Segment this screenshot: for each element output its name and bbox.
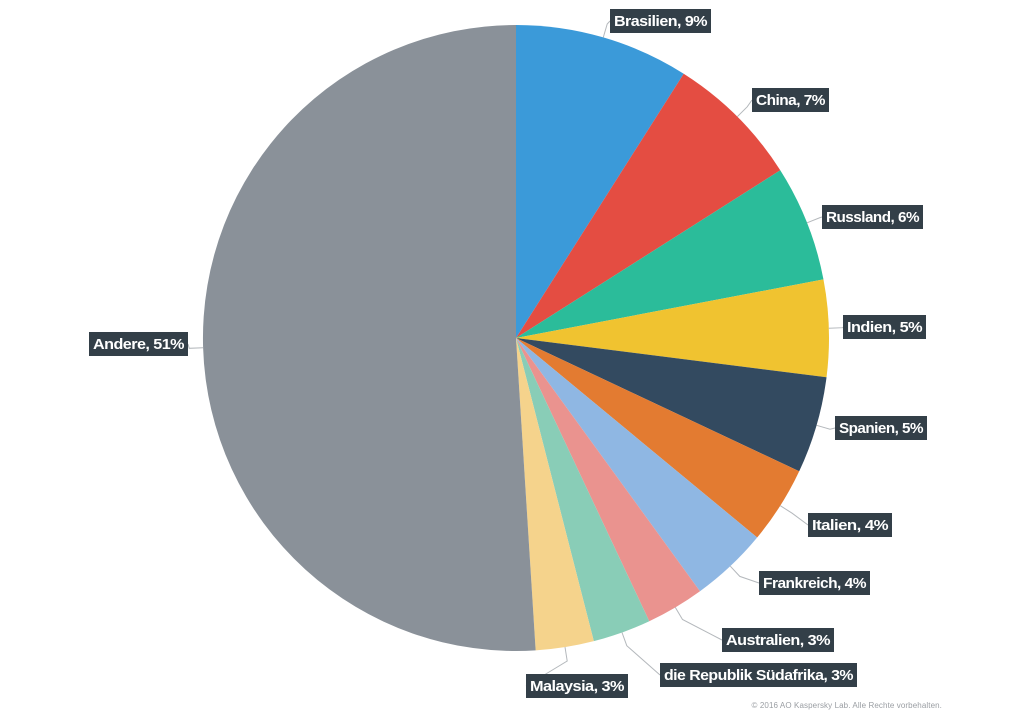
slice-label: Brasilien, 9% (610, 9, 711, 33)
copyright-notice: © 2016 AO Kaspersky Lab. Alle Rechte vor… (751, 701, 942, 710)
slice-label: Malaysia, 3% (526, 674, 628, 698)
slice-label: Australien, 3% (722, 628, 834, 652)
pie-slice (516, 338, 700, 622)
slice-label: Andere, 51% (89, 332, 188, 356)
slice-label-box (752, 88, 829, 112)
slice-label-box (610, 9, 711, 33)
leader-line (602, 20, 611, 38)
slice-label: Indien, 5% (843, 315, 926, 339)
leader-line (674, 607, 723, 641)
pie-slice (516, 338, 800, 538)
slice-label-text: Russland, 6% (826, 209, 919, 226)
slice-label: Russland, 6% (822, 205, 923, 229)
pie-slice (516, 338, 827, 472)
slice-label-text: China, 7% (756, 92, 825, 109)
pie-slice (516, 73, 781, 338)
slice-label-text: Indien, 5% (847, 319, 922, 336)
pie-slices (202, 25, 830, 651)
slice-label-text: Spanien, 5% (839, 420, 923, 437)
pie-slice (516, 279, 830, 378)
pie-slice (516, 338, 594, 651)
slice-label-box (835, 416, 927, 440)
pie-slice (516, 338, 758, 592)
slice-label: Spanien, 5% (835, 416, 927, 440)
slice-label: die Republik Südafrika, 3% (660, 663, 857, 687)
slice-label-box (660, 663, 857, 687)
leader-line (816, 424, 836, 430)
slice-label-box (89, 332, 188, 356)
slice-label: Italien, 4% (808, 513, 892, 537)
slice-label-text: die Republik Südafrika, 3% (664, 667, 853, 684)
slice-label-box (822, 205, 923, 229)
slice-label-box (526, 674, 628, 698)
slice-label-text: Italien, 4% (812, 517, 888, 534)
slice-label-box (759, 571, 870, 595)
leader-line (187, 343, 204, 349)
leader-line (729, 565, 760, 584)
slice-label-box (843, 315, 926, 339)
slice-label-text: Malaysia, 3% (530, 678, 624, 695)
slice-label-box (808, 513, 892, 537)
slice-label: China, 7% (752, 88, 829, 112)
slice-label-text: Australien, 3% (726, 632, 830, 649)
leader-line (806, 216, 823, 224)
slice-label-text: Brasilien, 9% (614, 13, 707, 30)
pie-slice (516, 170, 824, 338)
leader-line (828, 326, 844, 329)
slice-label: Frankreich, 4% (759, 571, 870, 595)
pie-slice (516, 25, 684, 338)
leader-line (780, 505, 809, 526)
pie-slice (516, 338, 650, 642)
slice-label-text: Andere, 51% (93, 336, 184, 353)
pie-labels: Brasilien, 9% China, 7% Russland, 6% Indien… (89, 9, 927, 698)
leader-line (736, 99, 753, 118)
slice-label-box (722, 628, 834, 652)
leader-line (621, 632, 661, 676)
pie-slice (202, 25, 536, 651)
slice-label-text: Frankreich, 4% (763, 575, 866, 592)
